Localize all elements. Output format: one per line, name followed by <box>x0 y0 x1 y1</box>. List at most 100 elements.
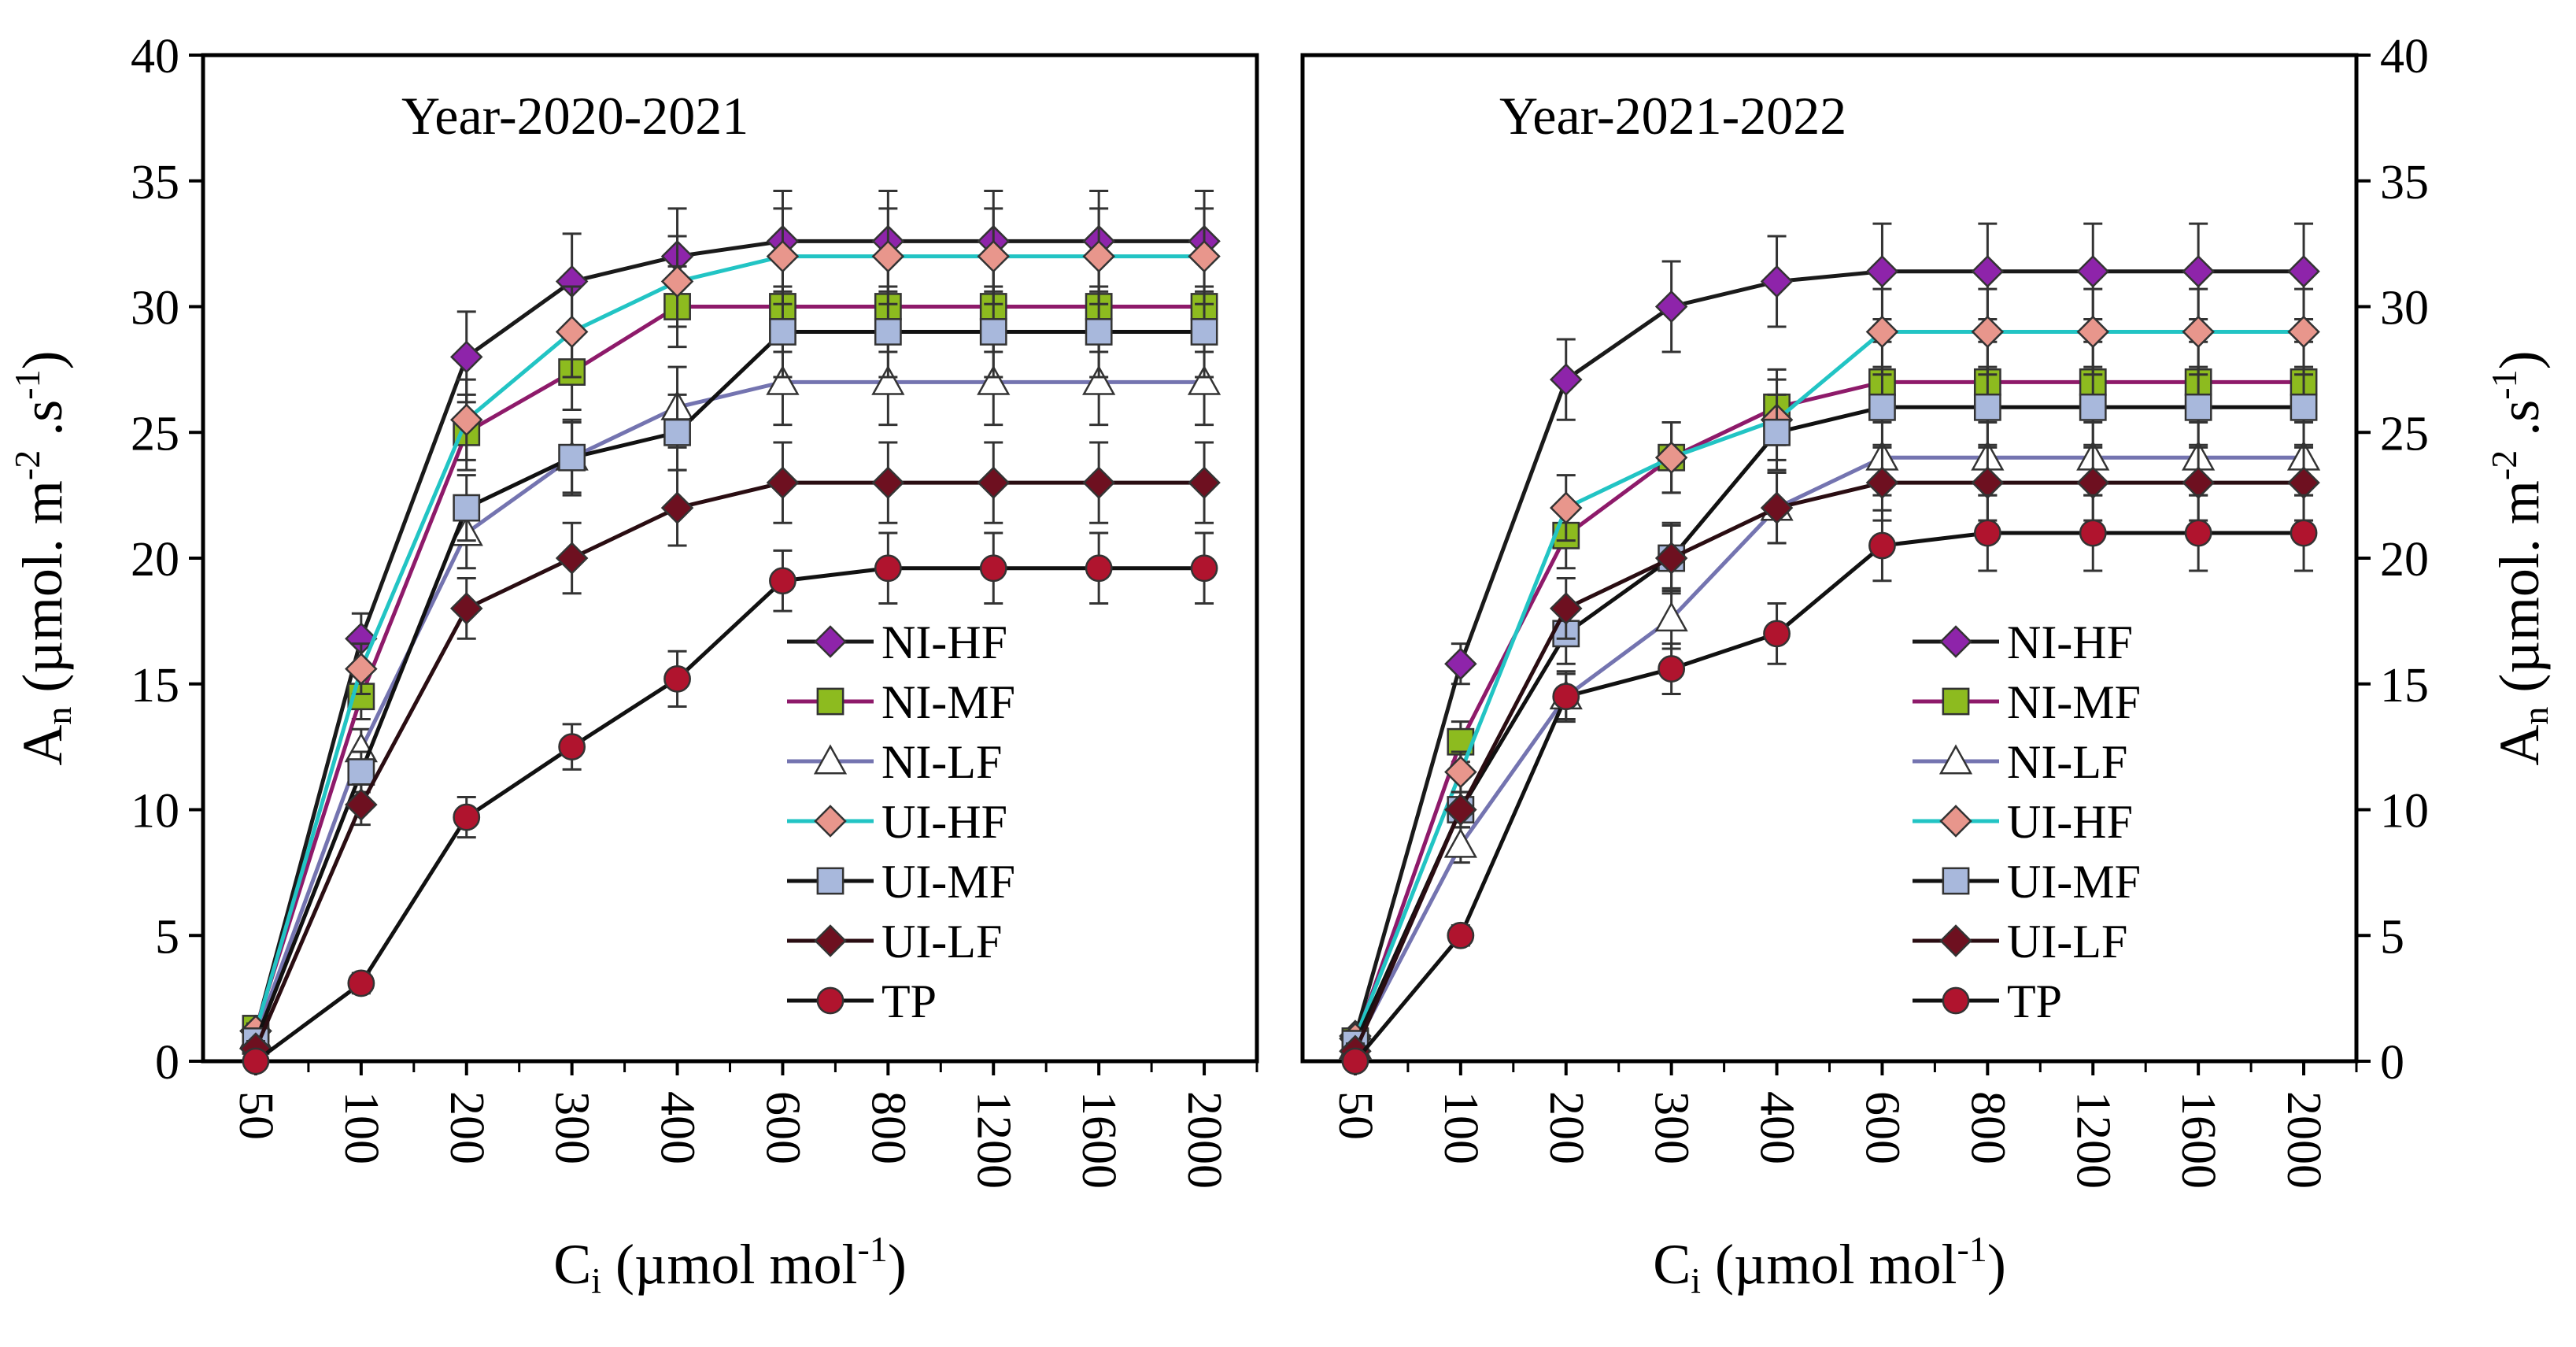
data-point <box>1971 255 2005 288</box>
x-tick-label: 400 <box>1750 1091 1804 1164</box>
data-point <box>558 443 586 472</box>
x-tick-label: 600 <box>756 1091 809 1164</box>
data-point <box>1188 239 1221 273</box>
legend-marker <box>1942 867 1970 895</box>
data-point <box>1190 318 1218 346</box>
data-point <box>660 491 694 524</box>
series-line <box>1353 480 2304 1053</box>
data-point <box>2287 466 2320 499</box>
data-point <box>766 239 800 273</box>
y-tick-label: 0 <box>2380 1036 2404 1090</box>
series-ui-lf <box>239 441 1221 1065</box>
x-tick-label: 100 <box>334 1091 388 1164</box>
x-tick-label: 200 <box>440 1091 493 1164</box>
legend-marker <box>1942 687 1970 716</box>
series-line <box>253 480 1205 1050</box>
legend-label: UI-HF <box>2007 796 2133 848</box>
legend-marker <box>1938 744 1973 775</box>
data-point <box>1188 466 1221 499</box>
legend-label: UI-MF <box>881 856 1015 908</box>
data-point <box>449 340 483 374</box>
series-line <box>1353 329 2304 1040</box>
data-point <box>1654 601 1688 632</box>
x-axis-label: Ci (µmol mol-1) <box>1653 1229 2006 1301</box>
data-point <box>2184 393 2212 421</box>
data-point <box>1868 531 1896 560</box>
x-tick-label: 2000 <box>2277 1091 2330 1189</box>
data-point <box>663 664 691 693</box>
data-point <box>1760 491 1794 524</box>
chart-title: Year-2020-2021 <box>401 86 748 146</box>
data-point <box>874 554 902 583</box>
y-tick-label: 40 <box>2380 30 2429 83</box>
series-ui-lf <box>1339 443 2320 1068</box>
data-point <box>1549 592 1583 625</box>
data-point <box>347 758 375 786</box>
data-point <box>769 567 796 595</box>
series-line <box>253 254 1205 1032</box>
data-point <box>1082 365 1116 395</box>
series-ni-lf <box>1338 418 2321 1060</box>
series-line <box>253 239 1205 1032</box>
x-tick-label: 600 <box>1855 1091 1909 1164</box>
data-point <box>769 318 796 346</box>
legend-label: NI-HF <box>881 616 1007 668</box>
x-tick-label: 200 <box>1539 1091 1593 1164</box>
y-axis-label: An (µmol. m-2 .s-1) <box>7 350 79 765</box>
series-ui-mf <box>242 285 1218 1055</box>
y-tick-label: 10 <box>2380 785 2429 838</box>
data-point <box>449 592 483 625</box>
legend-label: UI-LF <box>881 916 1002 968</box>
x-tick-label: 800 <box>1961 1091 2014 1164</box>
data-point <box>1971 466 2005 499</box>
legend-marker <box>1939 924 1972 957</box>
data-point <box>2079 519 2107 547</box>
legend-label: NI-MF <box>2007 676 2141 728</box>
data-point <box>2287 255 2320 288</box>
x-tick-label: 400 <box>651 1091 704 1164</box>
data-point <box>2182 466 2215 499</box>
data-point <box>1187 365 1221 395</box>
chart-title: Year-2021-2022 <box>1499 86 1846 146</box>
x-axis-label: Ci (µmol mol-1) <box>553 1229 907 1301</box>
y-tick-label: 25 <box>131 407 179 461</box>
data-point <box>663 418 691 446</box>
legend-marker <box>816 867 844 895</box>
y-tick-label: 15 <box>131 659 179 712</box>
y-tick-label: 35 <box>2380 156 2429 209</box>
data-point <box>345 652 378 686</box>
y-tick-label: 40 <box>131 30 179 83</box>
legend-marker <box>816 687 844 716</box>
series-ni-hf <box>239 190 1221 1048</box>
y-tick-label: 5 <box>2380 910 2404 964</box>
data-point <box>449 403 483 437</box>
panel-year-2021-2022: 0 5 10 15 20 25 30 35 40 50 100 200 300 400 600 800 1200… <box>1300 30 2556 1301</box>
y-tick-label: 20 <box>131 533 179 587</box>
legend: NI-HF NI-MF NI-LF UI-HF UI-MF UI-LF TP <box>1913 616 2141 1027</box>
series-line <box>253 379 1205 1037</box>
data-point <box>1973 519 2001 547</box>
series-line <box>253 329 1205 1042</box>
data-point <box>1973 393 2001 421</box>
series-line <box>254 566 1205 1064</box>
data-point <box>2287 315 2320 349</box>
data-point <box>2290 519 2318 547</box>
data-point <box>555 315 589 349</box>
data-point <box>2182 315 2215 349</box>
data-point <box>1865 466 1899 499</box>
panel-year-2020-2021: 0 5 10 15 20 25 30 35 40 50 100 200 300 400 600 800 1200… <box>7 30 1259 1301</box>
data-point <box>1552 683 1580 711</box>
y-tick-label: 20 <box>2380 533 2429 587</box>
legend-marker <box>814 625 847 658</box>
data-point <box>660 265 694 298</box>
data-point <box>453 803 481 831</box>
data-point <box>2184 519 2212 547</box>
series-line <box>1353 269 2304 1037</box>
y-tick-label: 30 <box>2380 282 2429 335</box>
data-point <box>2290 393 2318 421</box>
data-point <box>345 788 378 821</box>
x-tick-label: 300 <box>545 1091 599 1164</box>
legend-label: TP <box>881 975 937 1027</box>
data-point <box>242 1047 270 1075</box>
